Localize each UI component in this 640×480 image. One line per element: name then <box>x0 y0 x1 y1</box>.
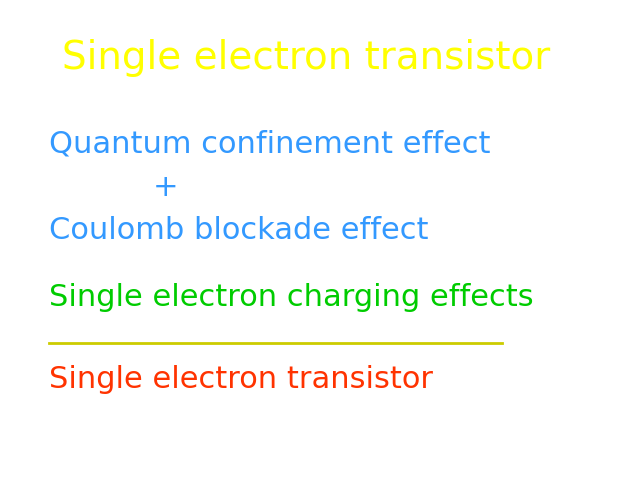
Text: Single electron charging effects: Single electron charging effects <box>49 283 534 312</box>
Text: Single electron transistor: Single electron transistor <box>49 365 433 394</box>
Text: Coulomb blockade effect: Coulomb blockade effect <box>49 216 428 245</box>
Text: +: + <box>153 173 179 202</box>
Text: Single electron transistor: Single electron transistor <box>61 38 550 77</box>
Text: Quantum confinement effect: Quantum confinement effect <box>49 130 490 158</box>
